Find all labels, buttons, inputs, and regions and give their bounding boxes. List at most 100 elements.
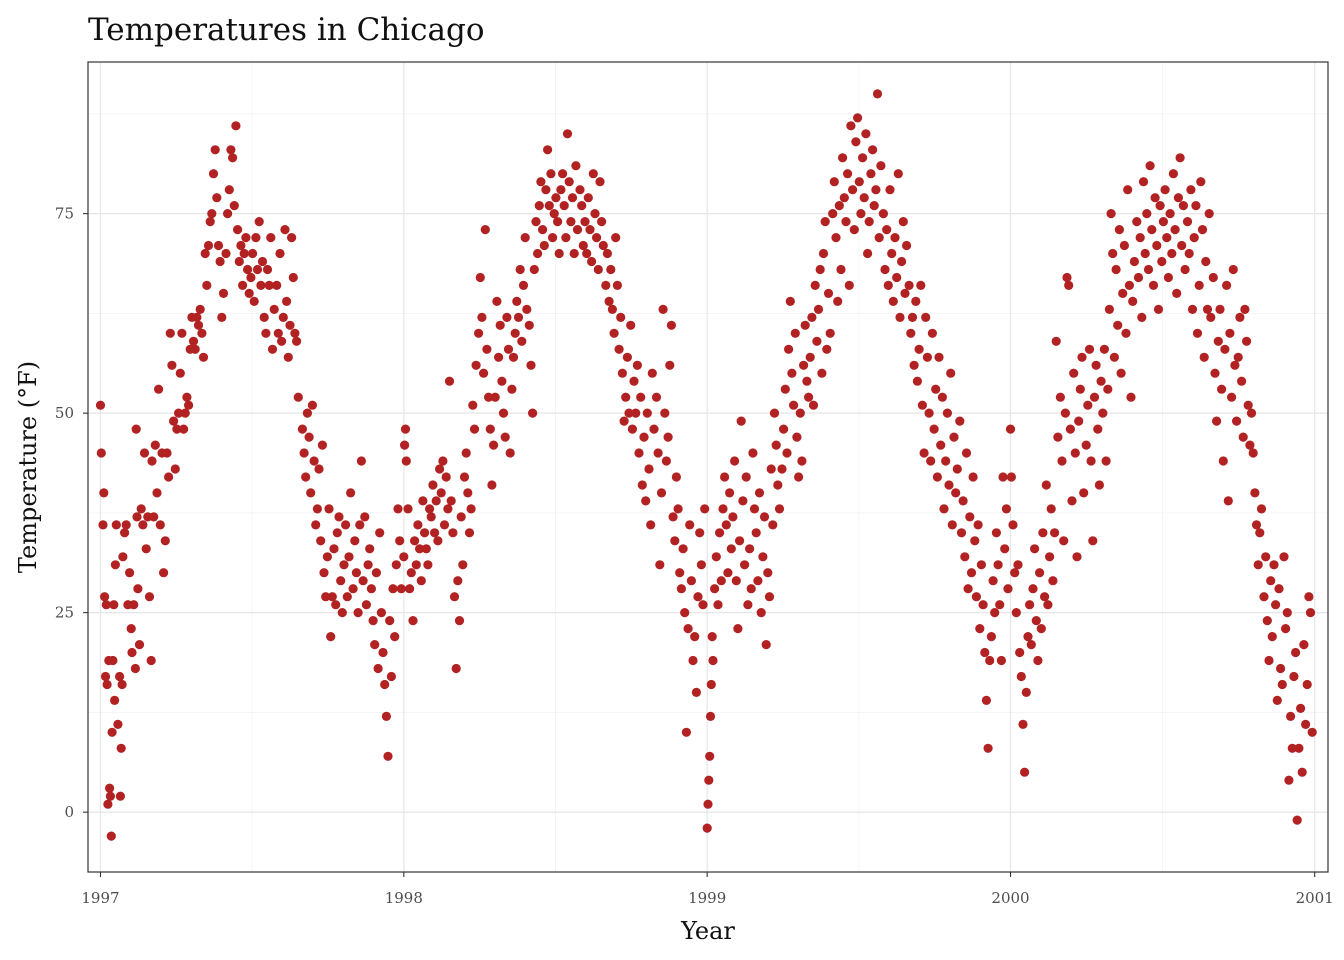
data-point [1162, 233, 1172, 243]
data-point [1119, 240, 1129, 251]
data-point [639, 432, 649, 442]
data-point [154, 384, 164, 394]
data-point [344, 552, 354, 562]
data-point [921, 312, 931, 322]
data-point [611, 233, 621, 243]
data-point [302, 408, 312, 418]
data-point [929, 424, 939, 434]
data-point [360, 512, 370, 522]
data-point [1246, 408, 1257, 418]
data-point [518, 280, 529, 290]
data-point [1089, 392, 1100, 402]
data-point [446, 496, 456, 506]
data-point [1084, 344, 1095, 354]
data-point [991, 528, 1002, 538]
data-point [278, 312, 288, 322]
data-point [109, 600, 119, 610]
data-point [348, 584, 358, 594]
data-point [900, 288, 910, 298]
data-point [1225, 328, 1235, 338]
data-point [593, 264, 603, 275]
data-point [301, 472, 311, 482]
data-point [1104, 304, 1114, 314]
data-point [172, 424, 182, 434]
data-point [1292, 815, 1302, 825]
data-point [741, 472, 751, 482]
data-point [182, 392, 192, 402]
data-point [871, 185, 881, 195]
data-point [658, 304, 668, 314]
data-point [966, 568, 977, 578]
data-point [115, 671, 125, 682]
data-point [671, 472, 682, 482]
data-point [1035, 568, 1045, 578]
data-point [922, 352, 933, 362]
data-point [955, 416, 965, 426]
data-point [164, 472, 174, 482]
data-point [449, 592, 460, 602]
data-point [958, 496, 968, 506]
data-point [904, 280, 914, 290]
data-point [1128, 296, 1138, 306]
data-point [327, 592, 337, 602]
data-point [1294, 743, 1304, 753]
data-point [983, 743, 993, 753]
data-point [1031, 616, 1041, 626]
data-point [993, 560, 1003, 570]
data-point [101, 600, 111, 610]
data-point [1008, 520, 1018, 530]
data-point [1175, 153, 1185, 163]
data-point [1245, 440, 1255, 450]
data-point [1140, 248, 1150, 259]
data-point [184, 400, 194, 410]
data-point [936, 440, 946, 450]
data-point [200, 248, 210, 259]
data-point [329, 544, 339, 554]
data-point [716, 576, 726, 586]
data-point [723, 568, 733, 578]
data-point [1182, 217, 1193, 227]
data-point [731, 576, 741, 586]
data-point [951, 488, 961, 498]
data-point [914, 344, 924, 354]
data-point [946, 368, 956, 378]
data-point [160, 536, 170, 546]
data-point [941, 456, 951, 466]
data-point [554, 248, 564, 259]
data-point [1232, 416, 1242, 426]
data-point [118, 552, 128, 562]
data-point [763, 568, 773, 578]
data-point [304, 432, 314, 442]
data-point [385, 616, 395, 626]
data-point [307, 400, 317, 410]
data-point [311, 520, 321, 530]
data-point [1005, 424, 1016, 434]
data-point [324, 504, 334, 514]
data-point [823, 288, 834, 298]
data-point [539, 240, 549, 251]
data-point [792, 432, 802, 442]
x-tick-label: 1999 [688, 889, 726, 907]
data-point [949, 432, 959, 442]
data-point [1040, 592, 1050, 602]
data-point [822, 344, 832, 354]
data-point [637, 480, 647, 490]
data-point [1010, 568, 1020, 578]
data-point [396, 584, 406, 594]
data-point [544, 201, 554, 211]
data-point [713, 600, 723, 610]
data-point [1196, 177, 1206, 187]
data-point [621, 392, 631, 402]
data-point [598, 240, 608, 251]
data-point [459, 472, 470, 482]
data-point [134, 640, 145, 650]
data-point [1055, 392, 1065, 402]
data-point [285, 320, 295, 330]
data-point [797, 456, 807, 466]
data-point [418, 496, 428, 506]
data-point [538, 225, 548, 235]
data-point [780, 384, 790, 394]
data-point [149, 512, 159, 522]
data-point [401, 456, 411, 466]
data-point [1013, 560, 1023, 570]
